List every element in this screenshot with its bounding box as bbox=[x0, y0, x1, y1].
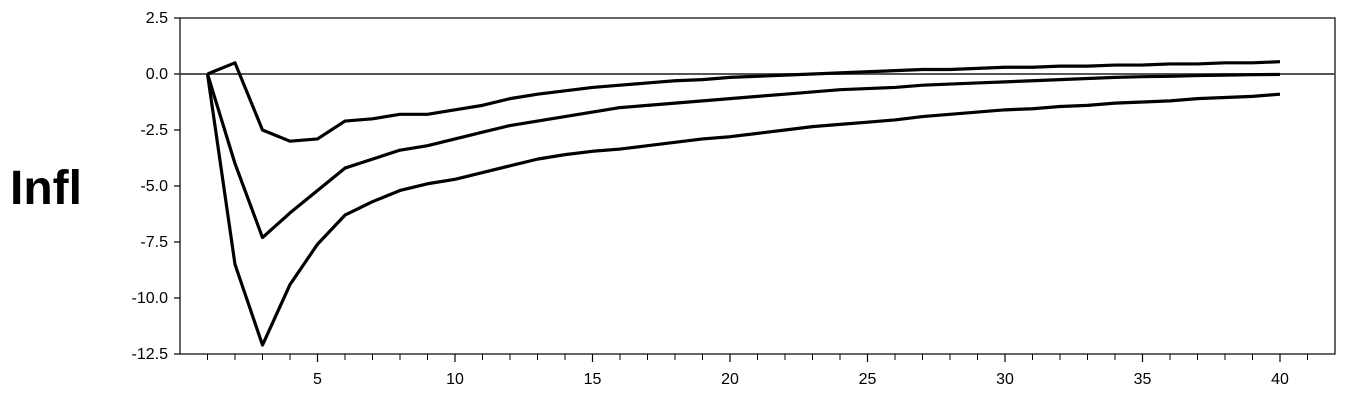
x-tick-label: 40 bbox=[1271, 371, 1289, 388]
y-tick-label: -2.5 bbox=[140, 122, 168, 139]
upper-band-line bbox=[206, 60, 1281, 143]
y-tick-label: 0.0 bbox=[146, 66, 168, 83]
y-tick-label: -12.5 bbox=[132, 346, 169, 363]
y-tick-label: -10.0 bbox=[132, 290, 169, 307]
x-tick-label: 20 bbox=[721, 371, 739, 388]
x-tick-label: 5 bbox=[313, 371, 322, 388]
x-tick-label: 35 bbox=[1134, 371, 1152, 388]
x-tick-label: 30 bbox=[996, 371, 1014, 388]
x-tick-label: 25 bbox=[859, 371, 877, 388]
y-tick-label: 2.5 bbox=[146, 10, 168, 27]
lower-band-line bbox=[205, 73, 1281, 347]
plot-frame bbox=[179, 17, 1336, 355]
x-tick-label: 15 bbox=[584, 371, 602, 388]
y-tick-label: -7.5 bbox=[140, 234, 168, 251]
response-line bbox=[205, 72, 1281, 240]
x-tick-label: 10 bbox=[446, 371, 464, 388]
y-tick-label: -5.0 bbox=[140, 178, 168, 195]
y-axis-label: Infl bbox=[10, 162, 82, 215]
